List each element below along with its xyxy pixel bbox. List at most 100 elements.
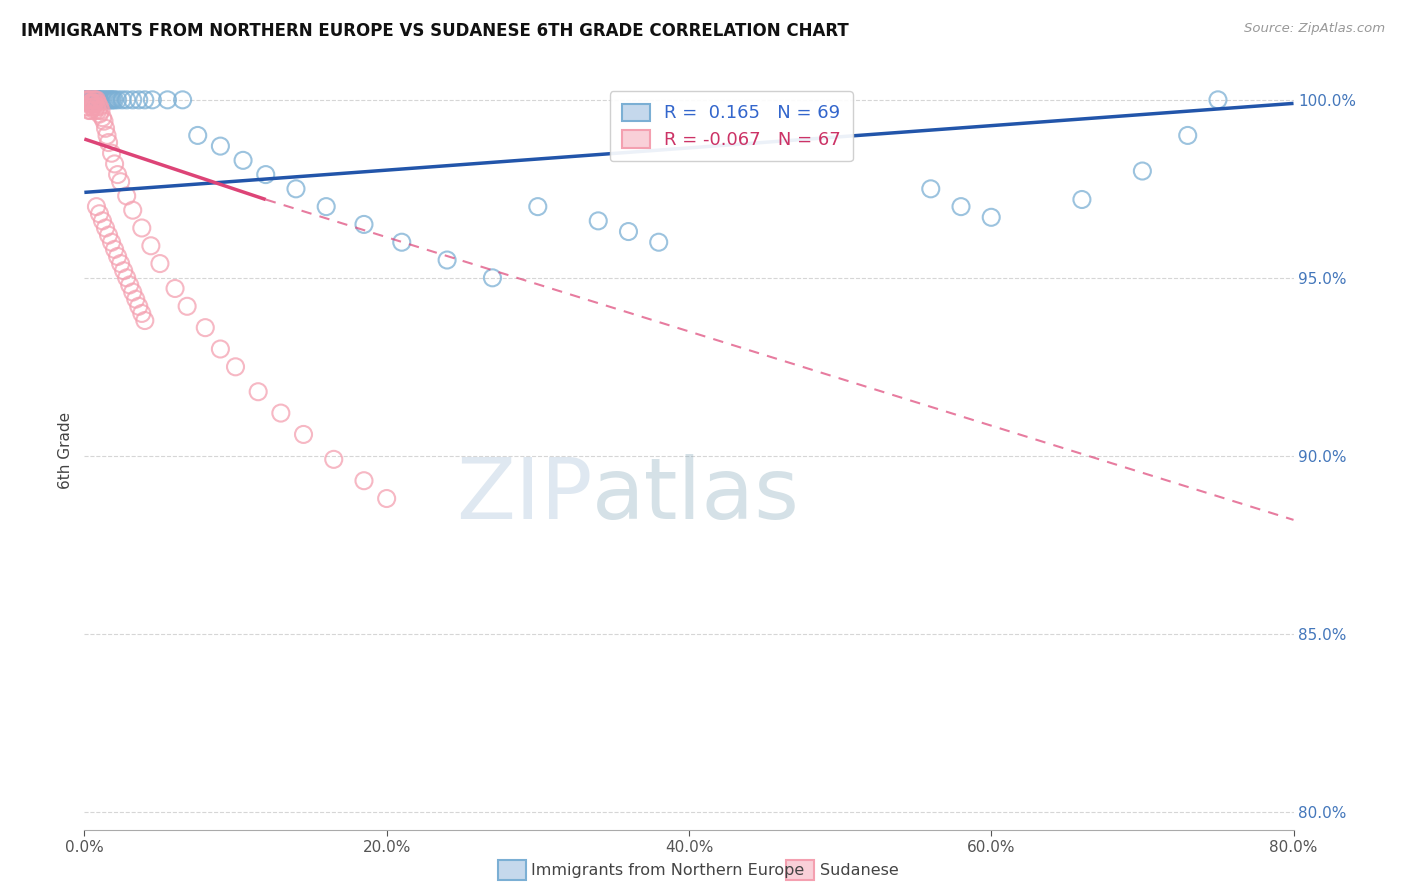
Point [111,93,134,107]
Point [194,320,217,334]
Point [172,93,194,107]
Point [254,168,277,182]
Point [79,96,101,111]
Point [209,342,232,356]
Point [588,214,610,228]
Point [209,139,232,153]
Point [77,93,100,107]
Point [110,175,132,189]
Point [82,100,104,114]
Point [247,384,270,399]
Point [90,103,112,118]
Point [77,103,100,118]
Point [82,93,104,107]
Point [107,250,129,264]
Point [84,103,107,118]
Point [87,93,110,107]
Point [93,114,115,128]
Point [285,182,308,196]
Point [77,93,100,107]
Legend: R =  0.165   N = 69, R = -0.067   N = 67: R = 0.165 N = 69, R = -0.067 N = 67 [610,91,852,161]
Point [118,277,141,292]
Point [104,157,127,171]
Text: ZIP: ZIP [456,454,592,538]
Point [115,189,138,203]
Point [79,93,101,107]
Point [91,111,114,125]
Point [76,93,98,107]
Point [80,93,103,107]
FancyBboxPatch shape [498,860,526,880]
Y-axis label: 6th Grade: 6th Grade [58,412,73,489]
Point [131,306,153,320]
Point [94,121,117,136]
Point [121,203,143,218]
Point [527,200,550,214]
Point [87,103,110,118]
Point [107,168,129,182]
Point [79,93,101,107]
Text: Immigrants from Northern Europe: Immigrants from Northern Europe [531,863,804,878]
Point [75,93,97,107]
Point [270,406,292,420]
Point [110,256,132,270]
Point [115,93,138,107]
Point [77,93,100,107]
Point [1071,193,1094,207]
Point [100,146,122,161]
Point [322,452,344,467]
Point [141,93,163,107]
Point [86,200,108,214]
Point [76,100,98,114]
Point [80,93,103,107]
Point [79,93,101,107]
Point [91,214,114,228]
Point [1177,128,1199,143]
Point [104,243,127,257]
Point [375,491,398,506]
Point [80,100,103,114]
Point [82,93,104,107]
Point [86,100,108,114]
Point [86,93,108,107]
Point [89,207,111,221]
Point [1130,164,1153,178]
Point [84,96,107,111]
Text: Sudanese: Sudanese [820,863,898,878]
Point [77,96,100,111]
Point [91,93,114,107]
Point [80,93,103,107]
Point [84,93,107,107]
Point [75,93,97,107]
Point [93,93,115,107]
Text: atlas: atlas [592,454,800,538]
Point [82,93,104,107]
Point [75,100,97,114]
Point [76,93,98,107]
Point [86,93,108,107]
Point [134,93,156,107]
Point [96,128,118,143]
Point [139,239,162,253]
Point [97,228,120,243]
Point [89,107,111,121]
Point [89,93,111,107]
Point [94,221,117,235]
Point [77,93,100,107]
Point [436,253,458,268]
Point [89,93,111,107]
Point [90,93,112,107]
Point [353,218,375,232]
Point [950,200,973,214]
Point [920,182,942,196]
Point [100,235,122,250]
Point [97,93,120,107]
Point [481,270,503,285]
Point [76,93,98,107]
Point [98,93,121,107]
Point [156,93,179,107]
Point [165,281,187,295]
Point [107,93,129,107]
Point [84,93,107,107]
Point [131,221,153,235]
